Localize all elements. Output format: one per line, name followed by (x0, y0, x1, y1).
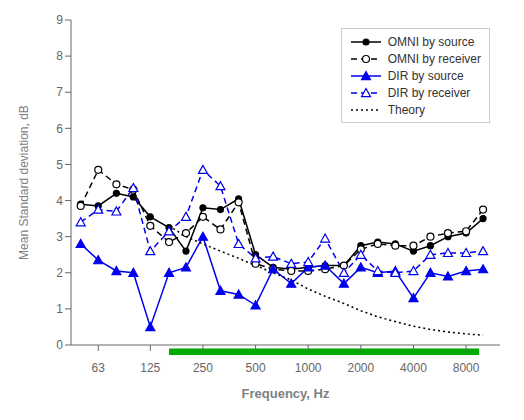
svg-text:3: 3 (56, 230, 63, 244)
svg-text:9: 9 (56, 13, 63, 27)
html-text:OMNI by source: OMNI by source (387, 34, 475, 49)
svg-text:Mean Standard deviation, dB: Mean Standard deviation, dB (17, 105, 31, 260)
svg-text:8: 8 (56, 49, 63, 63)
svg-text:250: 250 (193, 361, 213, 375)
html-text:DIR by source: DIR by source (387, 68, 464, 83)
html-text:Theory: Theory (387, 102, 425, 117)
svg-text:0: 0 (56, 338, 63, 352)
svg-text:1: 1 (56, 302, 63, 316)
svg-text:5: 5 (56, 158, 63, 172)
svg-text:63: 63 (92, 361, 106, 375)
svg-text:4000: 4000 (400, 361, 427, 375)
html-text:OMNI by receiver: OMNI by receiver (387, 51, 481, 66)
svg-text:7: 7 (56, 85, 63, 99)
svg-text:500: 500 (246, 361, 266, 375)
html-text:DIR by receiver: DIR by receiver (387, 85, 471, 100)
svg-text:4: 4 (56, 194, 63, 208)
svg-text:2000: 2000 (347, 361, 374, 375)
svg-text:Frequency, Hz: Frequency, Hz (242, 386, 330, 401)
svg-text:6: 6 (56, 122, 63, 136)
svg-text:1000: 1000 (295, 361, 322, 375)
svg-text:8000: 8000 (453, 361, 480, 375)
svg-text:125: 125 (140, 361, 160, 375)
svg-text:2: 2 (56, 266, 63, 280)
